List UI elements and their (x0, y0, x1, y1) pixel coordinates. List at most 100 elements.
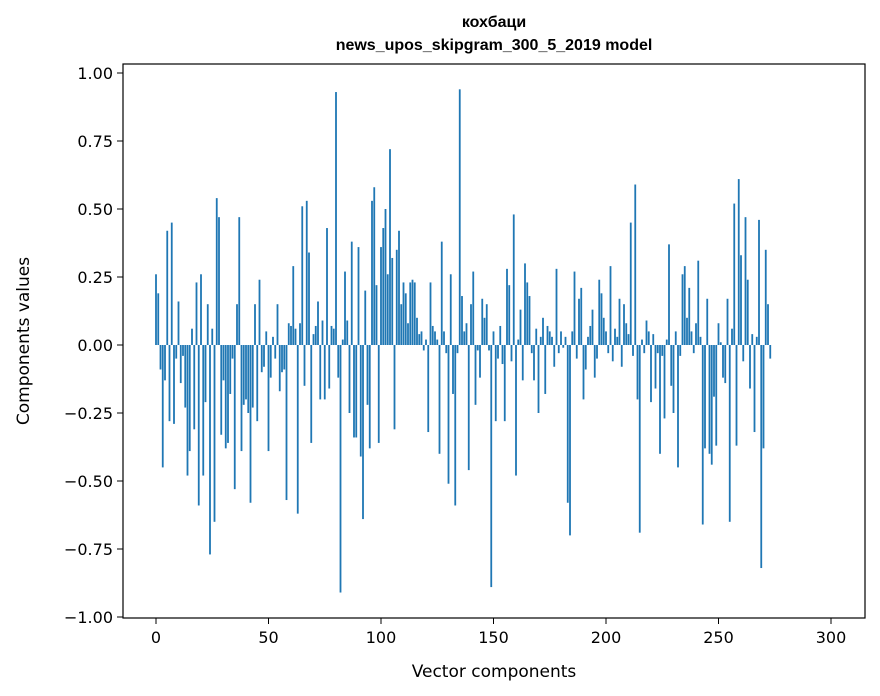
bar (479, 345, 481, 378)
bar (263, 345, 265, 367)
bar (481, 298, 484, 345)
bar (562, 345, 565, 348)
bar (220, 345, 223, 435)
bar (438, 345, 441, 454)
bar (668, 244, 670, 345)
bar (341, 339, 344, 345)
bar (312, 334, 315, 345)
bar (317, 301, 319, 345)
bar-series (155, 89, 772, 593)
bar (632, 345, 634, 356)
bar (204, 345, 207, 403)
bar (229, 345, 232, 394)
bar (267, 345, 270, 452)
bar (627, 334, 630, 345)
bar (553, 345, 556, 367)
bar (224, 345, 227, 449)
bar (737, 179, 740, 345)
bar (170, 222, 173, 345)
bar (287, 323, 290, 345)
bar (472, 271, 475, 345)
bar (713, 345, 715, 397)
bar (350, 241, 353, 345)
bar (762, 345, 765, 449)
bar (159, 345, 162, 370)
bar (434, 331, 436, 345)
bar (380, 247, 382, 345)
bar (512, 214, 515, 345)
bar (605, 331, 607, 345)
bar (598, 279, 601, 345)
bar (697, 260, 700, 345)
bar (418, 334, 421, 345)
bar (276, 304, 279, 345)
bar (566, 345, 569, 503)
bar (609, 266, 612, 345)
bar (744, 217, 747, 345)
bar (530, 345, 533, 354)
bar (740, 255, 742, 345)
bar (407, 323, 409, 345)
y-tick-label: −0.25 (64, 404, 113, 423)
bar (501, 345, 504, 365)
bar (215, 198, 218, 345)
bar (294, 328, 297, 345)
bar (652, 334, 655, 345)
bar (335, 92, 337, 345)
bar (389, 149, 391, 345)
bar (330, 325, 333, 345)
bar (377, 345, 380, 443)
bar (710, 345, 713, 465)
bar (366, 345, 369, 405)
bar (546, 325, 549, 345)
bar (355, 345, 358, 438)
bar (357, 247, 360, 345)
x-tick-label: 250 (703, 628, 734, 647)
bar (524, 263, 526, 345)
y-tick-label: −1.00 (64, 608, 113, 627)
y-tick-label: 0.00 (77, 336, 113, 355)
bar (296, 345, 299, 514)
bar (661, 345, 664, 356)
bar (620, 345, 623, 367)
bar (373, 187, 376, 345)
bar (746, 279, 749, 345)
bar (285, 345, 288, 501)
bar (582, 345, 585, 400)
bar (337, 345, 340, 378)
bar (544, 345, 547, 394)
bar (465, 323, 468, 345)
bar (328, 345, 331, 389)
bar (161, 345, 164, 468)
bar (688, 287, 691, 345)
bar (247, 345, 250, 413)
bar (443, 331, 445, 345)
bar (706, 298, 709, 345)
bar (272, 336, 274, 345)
bar (753, 345, 756, 433)
bar (436, 339, 439, 345)
bar (404, 293, 407, 345)
bar (292, 266, 295, 345)
bar (449, 274, 452, 345)
bar (755, 336, 758, 345)
bar (206, 304, 209, 345)
bar (402, 282, 405, 345)
bar (209, 345, 211, 555)
bar (386, 274, 389, 345)
bar (290, 325, 292, 345)
bar (670, 345, 673, 386)
bar (321, 320, 324, 345)
bar (742, 345, 745, 362)
bar (683, 266, 686, 345)
y-axis-ticks: 1.00 0.75 0.50 0.25 0.00 −0.25 −0.50 −0.75 −1.00 (64, 64, 123, 627)
bar (521, 345, 524, 381)
bar (503, 345, 506, 422)
bar (420, 331, 423, 345)
plot-area-frame (122, 63, 866, 619)
bar (200, 274, 202, 345)
bar (222, 345, 225, 381)
bar (218, 217, 220, 345)
bar (589, 325, 592, 345)
bar (476, 345, 479, 351)
